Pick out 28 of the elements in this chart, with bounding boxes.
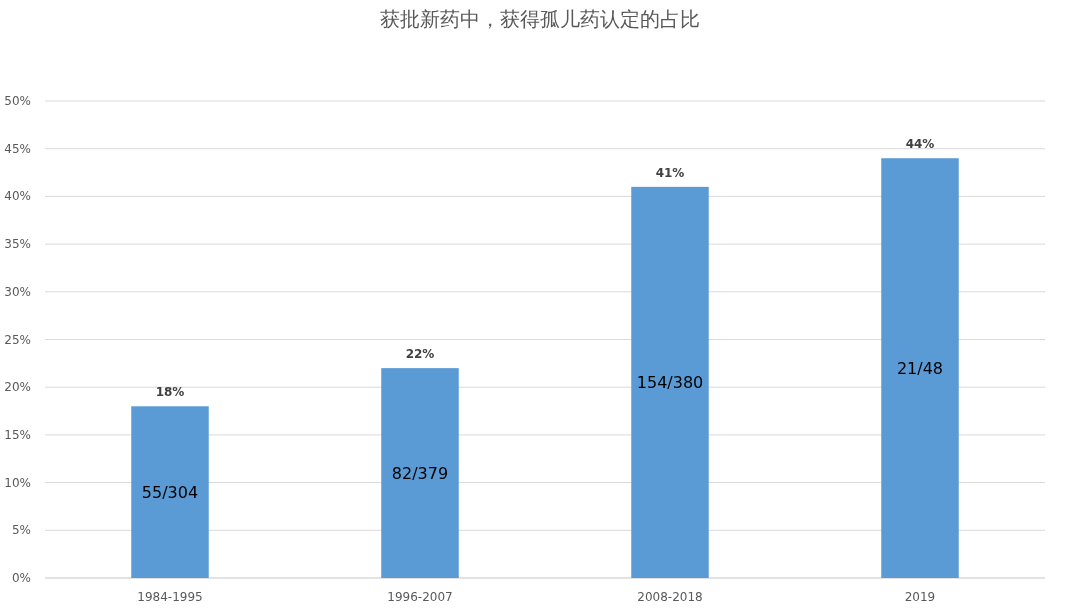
annotation: 154/380 — [636, 373, 704, 393]
x-tick-label: 1996-2007 — [387, 590, 453, 604]
annotation: 21/48 — [896, 359, 944, 379]
x-tick-label: 2019 — [904, 590, 936, 604]
y-tick-label: 35% — [4, 237, 31, 252]
y-tick-label: 25% — [4, 332, 31, 347]
bar — [881, 158, 959, 578]
data-label: 22% — [405, 347, 435, 362]
y-tick-label: 0% — [11, 571, 31, 585]
bar — [381, 368, 459, 578]
x-tick-label: 1984-1995 — [137, 590, 203, 604]
y-tick-label: 50% — [4, 94, 31, 108]
y-tick-label: 40% — [4, 189, 31, 204]
annotation: 55/304 — [141, 483, 199, 503]
y-tick-label: 20% — [4, 380, 31, 395]
data-label: 18% — [155, 385, 185, 400]
y-tick-label: 10% — [4, 475, 31, 490]
y-tick-label: 15% — [4, 427, 31, 442]
x-tick-label: 2008-2018 — [637, 590, 703, 604]
y-tick-label: 5% — [11, 523, 31, 538]
chart-title: 获批新药中，获得孤儿药认定的占比 — [380, 7, 700, 31]
y-tick-label: 30% — [4, 284, 31, 299]
bar — [631, 186, 709, 578]
bar — [131, 406, 209, 578]
data-label: 41% — [655, 165, 685, 180]
data-label: 44% — [905, 137, 935, 152]
annotation: 82/379 — [391, 464, 449, 484]
y-tick-label: 45% — [4, 141, 31, 156]
